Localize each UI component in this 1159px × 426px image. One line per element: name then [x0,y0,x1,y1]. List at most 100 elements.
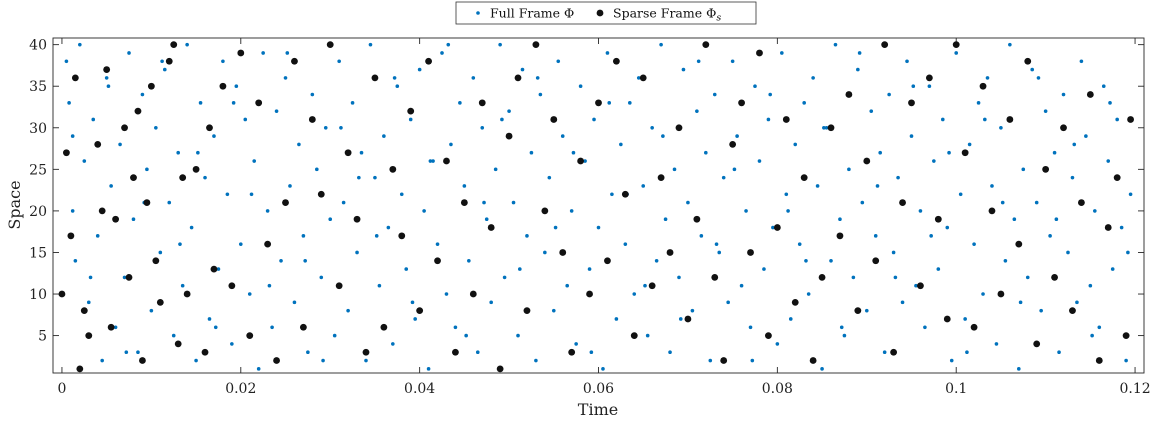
full-frame-point [699,234,704,238]
y-tick-label: 5 [38,329,47,345]
sparse-frame-point [675,124,683,132]
sparse-frame-point [514,74,522,82]
full-frame-point [762,267,766,271]
full-frame-point [784,192,789,197]
full-frame-point [757,159,762,163]
sparse-frame-point [398,232,406,240]
sparse-frame-point [1042,165,1050,173]
full-frame-point [583,159,587,163]
full-frame-point [963,317,967,321]
full-frame-point [958,192,963,197]
full-frame-point [538,92,543,97]
sparse-frame-point [107,323,115,331]
full-frame-point [714,242,719,246]
y-tick-label: 30 [29,121,47,137]
full-frame-point [695,109,699,113]
sparse-frame-point [908,99,915,107]
y-tick-label: 10 [29,287,47,303]
full-frame-point [493,167,498,172]
full-frame-point [730,59,735,64]
full-frame-point [292,300,297,305]
full-frame-point [1061,92,1066,97]
sparse-frame-point [505,132,513,140]
full-frame-point [408,117,413,122]
full-frame-point [768,92,772,97]
full-frame-point [350,101,355,105]
full-frame-point [717,250,722,255]
full-frame-point [891,250,896,255]
full-frame-point [225,192,230,197]
sparse-frame-point [228,282,236,290]
sparse-frame-point [881,41,889,49]
full-frame-point [592,117,596,122]
full-frame-point [965,350,969,355]
full-frame-point [954,51,959,55]
full-frame-point [815,184,820,188]
full-frame-point [804,258,808,263]
full-frame-point [645,333,650,338]
full-frame-point [878,150,882,155]
x-tick-label: 0 [57,381,66,397]
full-frame-point [1034,200,1039,205]
full-frame-point [681,67,686,72]
sparse-frame-point [165,57,173,65]
legend-box [455,1,757,25]
sparse-frame-point [487,224,495,231]
sparse-frame-point [496,365,504,373]
full-frame-point [860,200,865,205]
sparse-frame-point [756,49,763,57]
full-frame-point [1036,76,1041,80]
full-frame-point [1072,142,1077,147]
full-frame-point [426,367,431,371]
full-frame-point [726,300,730,305]
sparse-frame-point [836,232,844,240]
full-frame-point [64,59,69,64]
full-frame-point [824,125,829,130]
full-frame-point [328,217,333,222]
sparse-frame-point [979,82,987,90]
full-frame-point [507,109,511,113]
sparse-frame-point [389,165,397,173]
sparse-frame-point [326,41,334,49]
full-frame-point [811,76,815,80]
full-frame-point [1126,250,1130,255]
full-frame-point [900,300,905,305]
full-frame-point [732,167,737,172]
sparse-frame-point [76,365,84,373]
full-frame-point [231,101,236,105]
full-frame-point [775,342,780,346]
sparse-frame-point [523,307,531,315]
sparse-frame-point [434,257,441,265]
full-frame-point [632,292,637,296]
full-frame-point [1017,367,1021,371]
full-frame-point [374,234,379,238]
full-frame-point [601,367,605,371]
full-frame-point [297,142,301,147]
full-frame-point [520,67,525,72]
full-frame-point [721,175,726,180]
full-frame-point [788,317,793,321]
full-frame-point [1018,300,1023,305]
full-frame-point [793,142,798,147]
full-frame-point [234,84,239,89]
sparse-frame-point [85,332,93,339]
sparse-frame-point [854,307,862,315]
full-frame-point [431,159,435,163]
full-frame-point [1075,300,1079,305]
sparse-frame-point [863,157,871,165]
full-frame-point [753,84,757,89]
full-frame-point [949,358,954,363]
full-frame-point [1115,117,1119,122]
full-frame-point [565,283,570,288]
full-frame-point [553,225,558,230]
full-frame-point [829,258,833,263]
full-frame-point [158,250,163,255]
full-frame-point [556,59,561,64]
full-frame-point [619,142,623,147]
sparse-frame-point [791,298,799,306]
sparse-frame-point [845,91,853,98]
full-frame-point [1084,134,1088,138]
full-frame-point [337,59,341,64]
full-frame-point [704,150,708,155]
full-frame-point [985,76,990,80]
